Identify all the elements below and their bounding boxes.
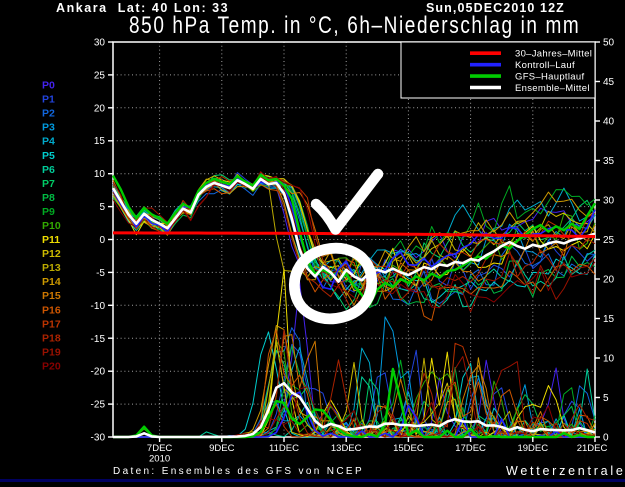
svg-text:2010: 2010 bbox=[149, 454, 170, 465]
svg-text:35: 35 bbox=[603, 156, 615, 167]
svg-text:Daten: Ensembles des GFS von N: Daten: Ensembles des GFS von NCEP bbox=[113, 466, 364, 477]
svg-text:-15: -15 bbox=[91, 334, 106, 345]
svg-text:P6: P6 bbox=[42, 164, 55, 176]
svg-text:P1: P1 bbox=[42, 94, 55, 106]
svg-text:Ankara Lat: 40 Lon: 33: Ankara Lat: 40 Lon: 33 bbox=[56, 1, 229, 15]
svg-text:P17: P17 bbox=[42, 318, 61, 330]
svg-text:P16: P16 bbox=[42, 304, 61, 316]
svg-text:P8: P8 bbox=[42, 192, 55, 204]
svg-text:50: 50 bbox=[603, 38, 615, 49]
svg-text:P11: P11 bbox=[42, 234, 60, 246]
svg-text:-30: -30 bbox=[91, 433, 106, 444]
svg-text:0: 0 bbox=[99, 235, 105, 246]
svg-text:10: 10 bbox=[603, 354, 615, 365]
svg-text:21DEC: 21DEC bbox=[577, 443, 608, 454]
svg-text:P7: P7 bbox=[42, 178, 55, 190]
svg-text:15DEC: 15DEC bbox=[393, 443, 424, 454]
svg-text:20: 20 bbox=[94, 103, 106, 114]
svg-text:-25: -25 bbox=[91, 400, 106, 411]
svg-text:P19: P19 bbox=[42, 346, 61, 358]
svg-text:P18: P18 bbox=[42, 332, 61, 344]
svg-text:Ensemble–Mittel: Ensemble–Mittel bbox=[515, 83, 590, 94]
svg-text:-20: -20 bbox=[91, 367, 106, 378]
svg-text:9DEC: 9DEC bbox=[209, 443, 234, 454]
svg-text:17DEC: 17DEC bbox=[455, 443, 486, 454]
svg-text:850 hPa Temp. in °C, 6h–Nieder: 850 hPa Temp. in °C, 6h–Niederschlag in … bbox=[129, 11, 580, 39]
svg-text:P4: P4 bbox=[42, 136, 55, 148]
svg-text:11DEC: 11DEC bbox=[269, 443, 299, 454]
svg-text:P2: P2 bbox=[42, 108, 55, 120]
svg-text:19DEC: 19DEC bbox=[517, 443, 548, 454]
svg-text:20: 20 bbox=[603, 275, 615, 286]
svg-text:P15: P15 bbox=[42, 290, 61, 302]
svg-text:Sun,05DEC2010 12Z: Sun,05DEC2010 12Z bbox=[426, 1, 565, 15]
svg-text:P12: P12 bbox=[42, 248, 61, 260]
svg-text:15: 15 bbox=[603, 314, 615, 325]
svg-text:P20: P20 bbox=[42, 361, 61, 373]
svg-text:7DEC: 7DEC bbox=[147, 443, 172, 454]
svg-text:-10: -10 bbox=[91, 301, 106, 312]
svg-text:P0: P0 bbox=[42, 80, 55, 92]
svg-text:25: 25 bbox=[94, 70, 106, 81]
svg-text:15: 15 bbox=[94, 136, 106, 147]
svg-text:P13: P13 bbox=[42, 262, 61, 274]
svg-text:Wetterzentrale: Wetterzentrale bbox=[506, 464, 625, 478]
svg-text:P3: P3 bbox=[42, 122, 55, 134]
svg-text:5: 5 bbox=[603, 393, 609, 404]
svg-text:10: 10 bbox=[94, 169, 106, 180]
svg-text:-5: -5 bbox=[96, 268, 105, 279]
svg-text:P5: P5 bbox=[42, 150, 55, 162]
svg-text:40: 40 bbox=[603, 117, 615, 128]
svg-text:0: 0 bbox=[603, 433, 609, 444]
svg-text:25: 25 bbox=[603, 235, 615, 246]
svg-text:P9: P9 bbox=[42, 206, 55, 218]
svg-text:Kontroll–Lauf: Kontroll–Lauf bbox=[515, 60, 575, 71]
svg-text:30: 30 bbox=[603, 196, 615, 207]
svg-text:30–Jahres–Mittel: 30–Jahres–Mittel bbox=[515, 48, 592, 59]
svg-text:P10: P10 bbox=[42, 220, 61, 232]
svg-text:45: 45 bbox=[603, 77, 615, 88]
svg-text:30: 30 bbox=[94, 38, 106, 49]
svg-text:5: 5 bbox=[99, 202, 105, 213]
svg-text:13DEC: 13DEC bbox=[331, 443, 362, 454]
svg-text:P14: P14 bbox=[42, 276, 61, 288]
svg-text:GFS–Hauptlauf: GFS–Hauptlauf bbox=[515, 71, 584, 82]
